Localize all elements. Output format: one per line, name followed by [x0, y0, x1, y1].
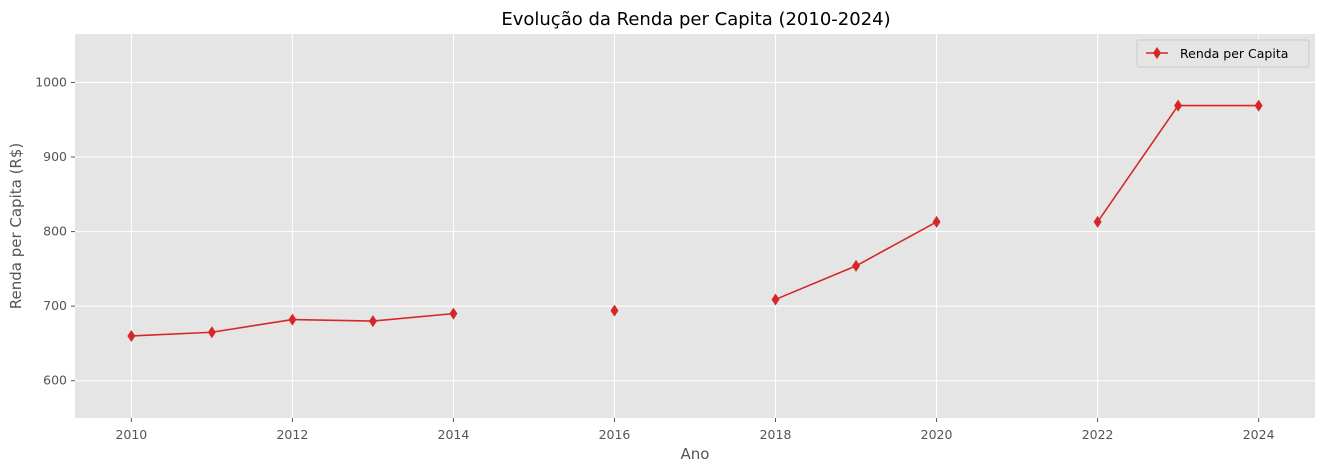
x-tick-label: 2022 [1082, 427, 1114, 442]
plot-area [75, 34, 1315, 418]
legend-marker [1153, 47, 1161, 59]
y-tick-label: 1000 [35, 74, 67, 89]
x-tick-label: 2020 [921, 427, 953, 442]
data-point-marker [1093, 215, 1102, 228]
data-point-marker [449, 307, 458, 320]
x-tick-label: 2016 [599, 427, 631, 442]
data-point-marker [207, 326, 216, 339]
data-point-marker [288, 313, 297, 326]
data-point-marker [932, 215, 941, 228]
y-axis-label: Renda per Capita (R$) [7, 143, 25, 310]
series-line-segment [1096, 105, 1179, 223]
data-point-marker [771, 293, 780, 306]
y-axis-ticks: 600 700 800 900 1000 [35, 74, 75, 388]
data-point-marker [1174, 99, 1183, 112]
series-line-segment [775, 265, 857, 301]
series-line-segment [855, 221, 937, 267]
data-point-marker [368, 315, 377, 328]
series-line-segment [211, 318, 293, 334]
x-tick-label: 2012 [276, 427, 308, 442]
x-tick-label: 2024 [1243, 427, 1275, 442]
series-markers [127, 99, 1263, 342]
x-tick-label: 2014 [438, 427, 470, 442]
x-axis-ticks: 2010 2012 2014 2016 2018 2020 2022 2024 [115, 418, 1275, 442]
legend: Renda per Capita [1136, 39, 1310, 68]
series-line-segment [292, 318, 373, 322]
series-line-segment [372, 312, 454, 322]
x-tick-label: 2018 [760, 427, 792, 442]
data-point-marker [127, 329, 136, 342]
data-point-marker [610, 304, 619, 317]
y-tick-label: 600 [43, 373, 67, 388]
x-axis-label: Ano [681, 445, 710, 463]
data-point-marker [852, 259, 861, 272]
legend-label: Renda per Capita [1180, 46, 1288, 61]
data-point-marker [1254, 99, 1263, 112]
legend-box [1136, 39, 1310, 68]
x-tick-label: 2010 [115, 427, 147, 442]
y-tick-label: 700 [43, 298, 67, 313]
chart-title: Evolução da Renda per Capita (2010-2024) [501, 9, 890, 30]
y-tick-label: 900 [43, 149, 67, 164]
y-tick-label: 800 [43, 224, 67, 239]
series-lines [131, 104, 1259, 337]
series-line-segment [131, 331, 212, 337]
